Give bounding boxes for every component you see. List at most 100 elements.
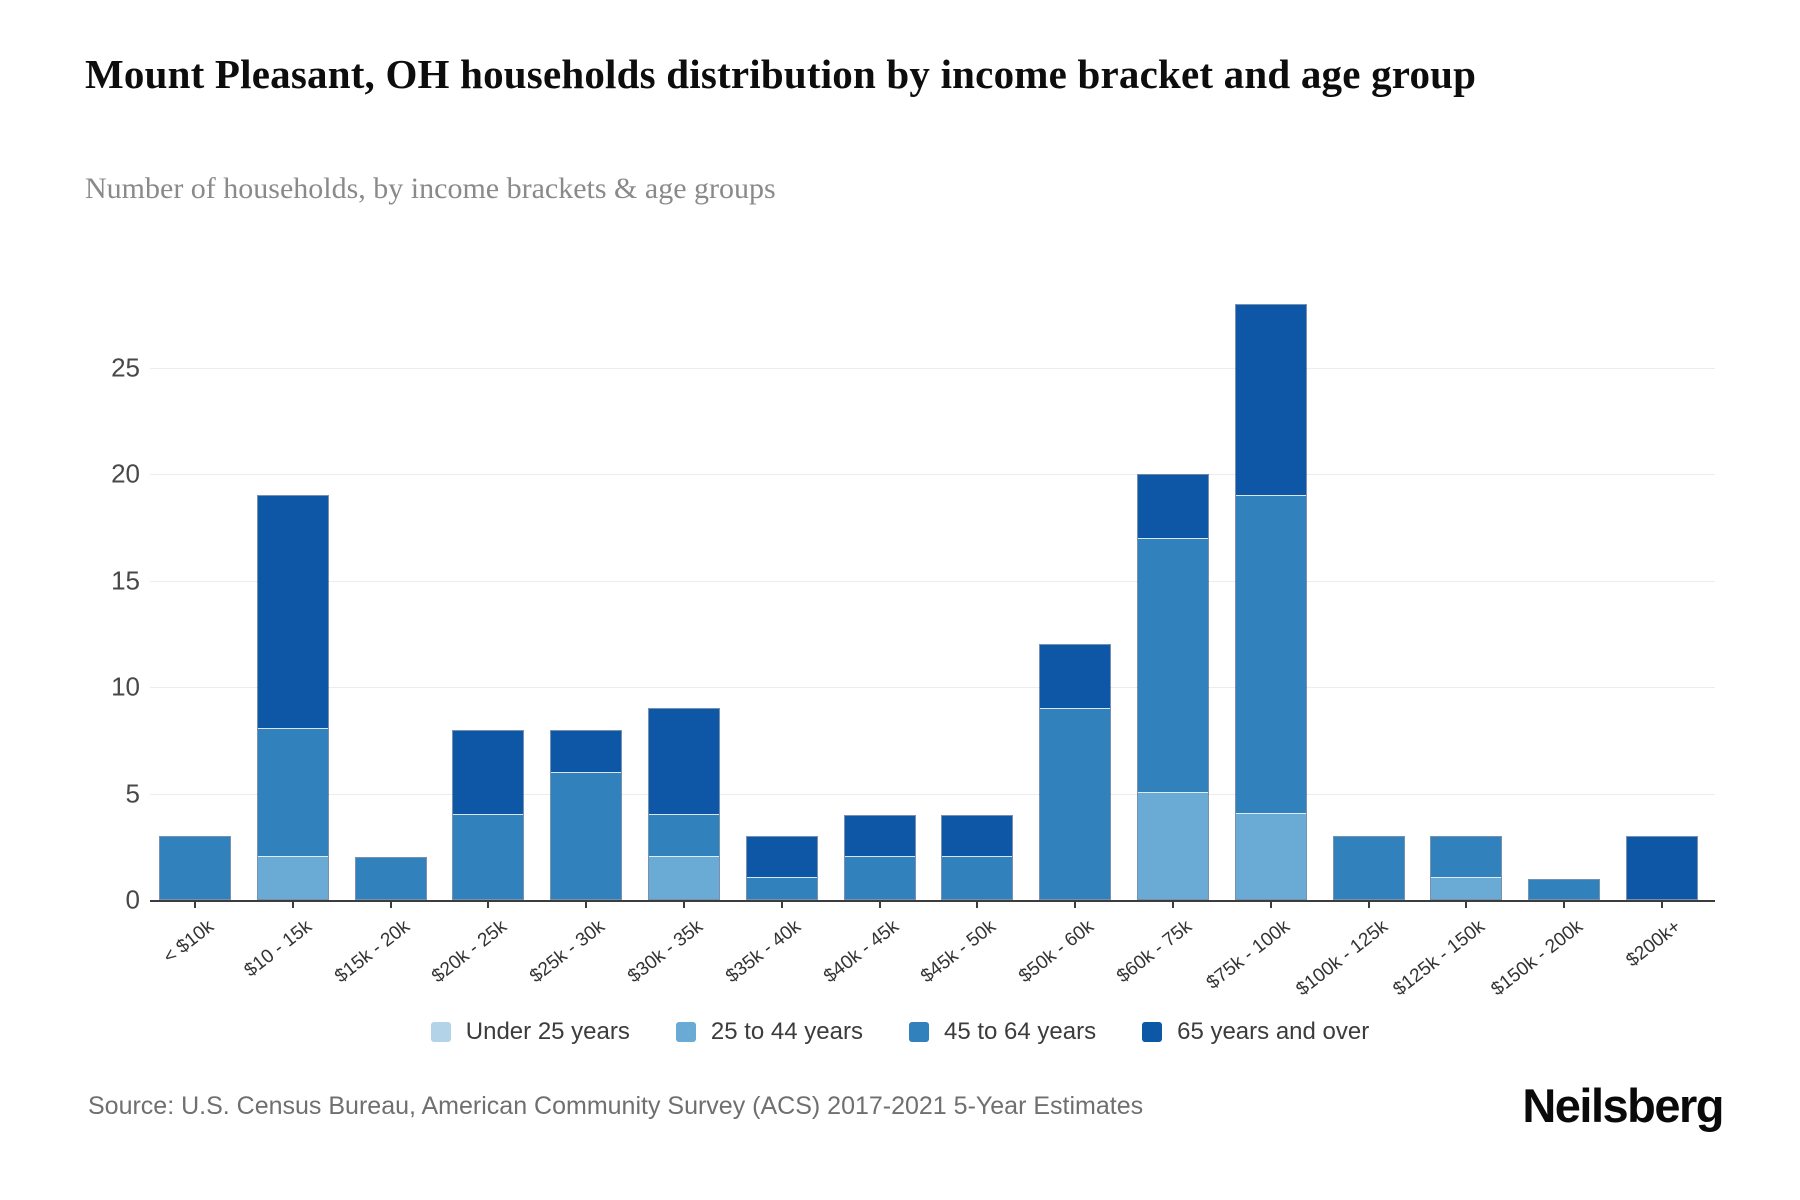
bar-segment[interactable] [1235, 814, 1306, 899]
bar-segment[interactable] [1627, 837, 1697, 899]
bar-14[interactable] [1430, 836, 1503, 900]
source-attribution: Source: U.S. Census Bureau, American Com… [88, 1092, 1144, 1120]
legend-item-2[interactable]: 25 to 44 years [675, 1018, 863, 1046]
x-axis-tick [683, 902, 685, 908]
bar-segment[interactable] [942, 815, 1013, 858]
gridline [150, 793, 1715, 795]
x-axis-tick [1074, 902, 1077, 908]
bar-segment[interactable] [1138, 475, 1208, 539]
bar-segment[interactable] [746, 837, 817, 879]
x-axis-tick [585, 902, 588, 908]
bar-segment[interactable] [551, 730, 622, 773]
bar-segment[interactable] [1235, 495, 1306, 815]
bar-5[interactable] [550, 729, 623, 900]
x-axis-tick [1465, 902, 1468, 908]
bar-9[interactable] [941, 814, 1014, 900]
bar-segment[interactable] [1040, 708, 1111, 899]
bar-segment[interactable] [257, 729, 328, 857]
x-axis-tick-label: $30k - 35k [624, 916, 707, 988]
x-axis-tick-label: $25k - 30k [526, 916, 610, 988]
bar-segment[interactable] [844, 815, 915, 858]
gridline [150, 580, 1715, 582]
legend-item-1[interactable]: Under 25 years [430, 1018, 630, 1046]
bar-segment[interactable] [551, 772, 622, 899]
bar-segment[interactable] [257, 496, 328, 730]
bar-3[interactable] [354, 857, 427, 900]
bar-segment[interactable] [453, 730, 524, 815]
legend-swatch [675, 1022, 696, 1042]
bar-7[interactable] [745, 836, 818, 900]
chart-subtitle: Number of households, by income brackets… [85, 172, 776, 205]
legend-swatch [430, 1022, 451, 1042]
bar-segment[interactable] [355, 858, 426, 899]
x-axis-tick-label: $125k - 150k [1389, 916, 1490, 1001]
x-axis-tick-label: $50k - 60k [1015, 916, 1099, 988]
x-axis-tick [1367, 902, 1370, 908]
bar-11[interactable] [1137, 474, 1209, 900]
bar-segment[interactable] [746, 878, 817, 899]
bar-segment[interactable] [160, 837, 230, 899]
bar-10[interactable] [1039, 644, 1112, 900]
x-axis-tick [194, 902, 196, 908]
bar-segment[interactable] [1529, 879, 1600, 899]
y-axis-tick-label: 10 [111, 671, 140, 702]
x-axis-tick-label: $40k - 45k [819, 916, 903, 988]
x-axis-tick [1172, 902, 1174, 908]
bar-segment[interactable] [453, 814, 524, 899]
bar-1[interactable] [159, 836, 231, 900]
bar-segment[interactable] [649, 856, 719, 899]
bar-segment[interactable] [1138, 538, 1208, 793]
bar-16[interactable] [1626, 836, 1698, 900]
bar-segment[interactable] [649, 709, 719, 815]
legend-label: 25 to 44 years [710, 1018, 863, 1045]
x-axis-tick-label: $15k - 20k [330, 916, 414, 988]
chart-title: Mount Pleasant, OH households distributi… [85, 51, 1477, 97]
legend-label: 65 years and over [1177, 1018, 1370, 1045]
x-axis-tick-label: $75k - 100k [1202, 916, 1294, 994]
x-axis-tick-label: $100k - 125k [1292, 916, 1392, 1001]
x-axis-tick [389, 902, 392, 908]
x-axis-tick [878, 902, 881, 908]
x-axis-tick [1661, 902, 1663, 908]
bar-segment[interactable] [1138, 793, 1208, 899]
x-axis-tick-label: $20k - 25k [428, 916, 512, 988]
legend-item-4[interactable]: 65 years and over [1142, 1018, 1369, 1046]
bar-segment[interactable] [942, 857, 1013, 899]
x-axis-tick [1269, 902, 1272, 908]
y-axis-tick-label: 15 [111, 565, 140, 595]
gridline [150, 687, 1715, 688]
x-axis-tick [291, 902, 294, 908]
bar-13[interactable] [1332, 836, 1405, 900]
legend-item-3[interactable]: 45 to 64 years [908, 1018, 1097, 1046]
bar-15[interactable] [1528, 878, 1601, 900]
bar-segment[interactable] [1040, 645, 1111, 709]
x-axis-tick-label: $10 - 15k [240, 916, 316, 982]
legend-label: Under 25 years [465, 1018, 630, 1045]
y-axis-tick-label: 20 [111, 458, 140, 489]
bar-segment[interactable] [257, 856, 328, 899]
bar-segment[interactable] [1431, 878, 1502, 899]
x-axis-tick-label: < $10k [159, 916, 218, 968]
bar-2[interactable] [256, 495, 329, 900]
bar-segment[interactable] [1431, 837, 1502, 879]
bar-segment[interactable] [649, 814, 719, 857]
bar-segment[interactable] [1333, 837, 1404, 899]
legend-label: 45 to 64 years [943, 1018, 1097, 1045]
x-axis-tick-label: $200k+ [1622, 916, 1685, 972]
neilsberg-logo: Neilsberg [1522, 1079, 1724, 1132]
bar-6[interactable] [648, 708, 720, 900]
bar-segment[interactable] [844, 857, 915, 899]
legend-swatch [1142, 1022, 1163, 1042]
bar-4[interactable] [452, 729, 525, 900]
x-axis-line [150, 900, 1715, 902]
x-axis-tick [780, 902, 783, 908]
y-axis-tick-label: 5 [125, 778, 140, 808]
bar-12[interactable] [1234, 303, 1307, 900]
bar-8[interactable] [843, 814, 916, 900]
legend: Under 25 years 25 to 44 years 45 to 64 yea… [0, 1012, 1800, 1052]
x-axis-tick-label: $150k - 200k [1487, 916, 1588, 1001]
bar-segment[interactable] [1235, 304, 1306, 496]
gridline [150, 367, 1715, 369]
